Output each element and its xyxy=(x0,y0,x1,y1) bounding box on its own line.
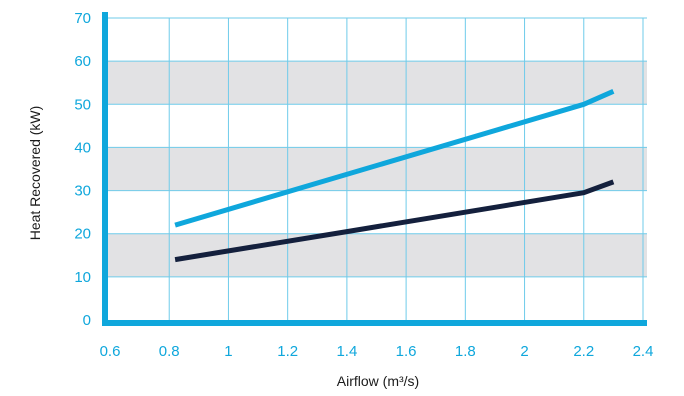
y-tick-labels: 0 10 20 30 40 50 60 70 xyxy=(74,10,91,329)
x-tick-label-0: 0.6 xyxy=(100,343,121,360)
series-line-0 xyxy=(174,89,615,228)
y-tick-label-7: 70 xyxy=(74,10,91,27)
band-2 xyxy=(107,61,647,105)
y-tick-label-6: 60 xyxy=(74,53,91,70)
y-tick-label-1: 10 xyxy=(74,269,91,286)
y-tick-label-3: 30 xyxy=(74,183,91,200)
y-tick-label-5: 50 xyxy=(74,96,91,113)
x-tick-label-3: 1.2 xyxy=(277,343,298,360)
x-tick-label-4: 1.4 xyxy=(336,343,357,360)
axes xyxy=(102,12,647,326)
series-line-1 xyxy=(174,179,615,263)
x-tick-label-8: 2.2 xyxy=(573,343,594,360)
x-tick-label-7: 2 xyxy=(520,343,528,360)
x-tick-label-1: 0.8 xyxy=(159,343,180,360)
x-tick-label-2: 1 xyxy=(224,343,232,360)
band-1 xyxy=(107,147,647,191)
x-tick-label-6: 1.8 xyxy=(455,343,476,360)
x-tick-labels: 0.6 0.8 1 1.2 1.4 1.6 1.8 2 2.2 2.4 xyxy=(100,343,654,360)
x-tick-label-9: 2.4 xyxy=(633,343,654,360)
y-axis-label: Heat Recovered (kW) xyxy=(27,106,43,241)
y-tick-label-4: 40 xyxy=(74,139,91,156)
gridlines xyxy=(107,17,647,320)
series-lines xyxy=(174,89,615,263)
x-axis-line xyxy=(102,320,647,326)
x-axis-label: Airflow (m³/s) xyxy=(337,373,419,389)
x-tick-label-5: 1.6 xyxy=(396,343,417,360)
y-tick-label-0: 0 xyxy=(83,312,91,329)
y-axis-line xyxy=(102,12,108,326)
y-tick-label-2: 20 xyxy=(74,226,91,243)
plot-background-bands xyxy=(107,61,647,277)
